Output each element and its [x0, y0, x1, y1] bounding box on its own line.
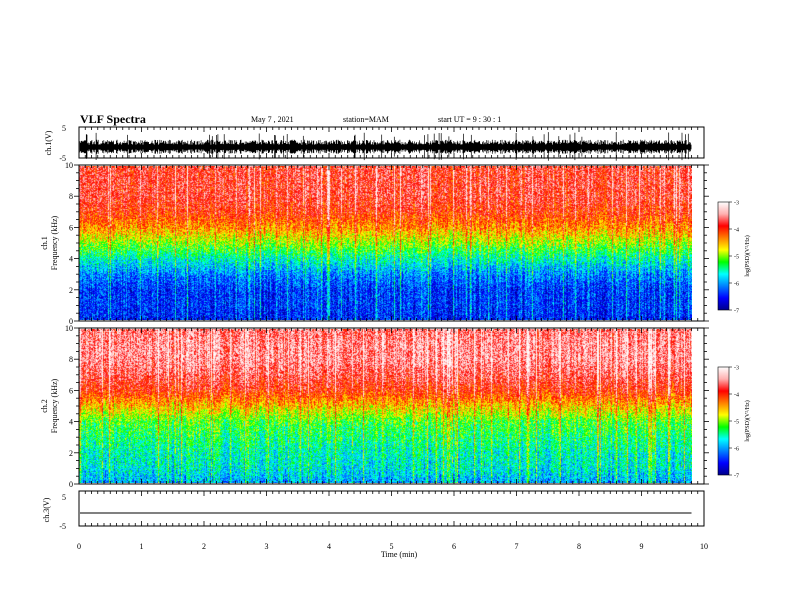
- date-label: May 7 , 2021: [251, 115, 294, 124]
- x-tick-label: 3: [265, 542, 269, 551]
- freq-tick-label: 8: [69, 192, 73, 201]
- freq-tick-label: 4: [69, 418, 73, 427]
- station-label: station=MAM: [343, 115, 389, 124]
- ch1-spectrogram-panel: 10 8 6 4 2 0 ch.1 Frequency (kHz): [40, 161, 709, 326]
- figure-title: VLF Spectra: [80, 112, 146, 126]
- colorbar-tick-label: -4: [734, 393, 739, 399]
- ch1-wave-ylabel: ch.1(V): [44, 130, 53, 155]
- ch2-freq-tick-labels: 10 8 6 4 2 0: [65, 324, 73, 489]
- freq-tick-label: 4: [69, 255, 73, 264]
- x-tick-label: 6: [452, 542, 456, 551]
- colorbar-tick-label: -5: [734, 255, 739, 261]
- x-tick-label: 4: [327, 542, 331, 551]
- ch1-spectrogram-image: [79, 166, 692, 320]
- ch2-spectrogram-ticks: [74, 327, 709, 485]
- colorbar-label: log(PSD)(V²/Hz): [744, 235, 751, 276]
- colorbar-tick-label: -7: [734, 474, 739, 480]
- ch1-ytick-bottom: -5: [59, 154, 66, 163]
- ch1-ytick-top: 5: [62, 124, 66, 133]
- ch2-spec-ylabel-line1: ch.2: [40, 399, 49, 413]
- freq-tick-label: 8: [69, 355, 73, 364]
- ch1-waveform-trace: [79, 132, 692, 161]
- ch1-waveform-noise: [79, 132, 692, 161]
- ch1-waveform-ticks: [78, 127, 705, 158]
- x-tick-label: 8: [577, 542, 581, 551]
- ch2-spec-ylabel-line2: Frequency (kHz): [50, 378, 59, 433]
- freq-tick-label: 10: [65, 161, 73, 170]
- ch3-waveform-panel: 5 -5 ch.3(V): [42, 490, 705, 531]
- ch1-freq-tick-labels: 10 8 6 4 2 0: [65, 161, 73, 326]
- x-tick-label: 9: [640, 542, 644, 551]
- x-tick-label: 0: [77, 542, 81, 551]
- x-tick-label: 1: [140, 542, 144, 551]
- spectrogram-bitmap: [79, 166, 692, 320]
- ch1-spectrogram-ticks: [74, 164, 709, 322]
- freq-tick-label: 10: [65, 324, 73, 333]
- start-time-label: start UT = 9 : 30 : 1: [438, 115, 501, 124]
- freq-tick-label: 6: [69, 386, 73, 395]
- ch1-spec-ylabel-line1: ch.1: [40, 236, 49, 250]
- ch3-waveform-frame: [78, 490, 705, 527]
- ch2-colorbar: -3 -4 -5 -6 -7 log(PSD)(V²/Hz): [717, 366, 751, 480]
- x-tick-label: 7: [515, 542, 519, 551]
- colorbar-tick-label: -3: [734, 201, 739, 207]
- colorbar-bar: [717, 366, 730, 476]
- colorbar-tick-label: -4: [734, 228, 739, 234]
- ch2-spectrogram-panel: 10 8 6 4 2 0 ch.2 Frequency (kHz): [40, 324, 709, 489]
- ch1-spec-ylabel-line2: Frequency (kHz): [50, 215, 59, 270]
- colorbar-tick-label: -6: [734, 447, 739, 453]
- spectrogram-bitmap: [79, 329, 692, 483]
- x-tick-labels: 0 1 2 3 4 5 6 7 8 9 10: [77, 542, 708, 551]
- x-axis-label: Time (min): [381, 550, 418, 559]
- freq-tick-label: 0: [69, 317, 73, 326]
- freq-tick-label: 2: [69, 286, 73, 295]
- freq-tick-label: 6: [69, 223, 73, 232]
- colorbar-tick-label: -5: [734, 420, 739, 426]
- colorbar-tick-label: -6: [734, 282, 739, 288]
- ch2-spectrogram-image: [79, 329, 692, 483]
- x-tick-label: 10: [700, 542, 708, 551]
- x-tick-label: 2: [202, 542, 206, 551]
- colorbar-tick-label: -3: [734, 366, 739, 372]
- colorbar-tick-label: -7: [734, 309, 739, 315]
- colorbar-label: log(PSD)(V²/Hz): [744, 400, 751, 441]
- freq-tick-label: 2: [69, 449, 73, 458]
- freq-tick-label: 0: [69, 480, 73, 489]
- colorbar-bar: [717, 201, 730, 311]
- x-tick-label: 5: [390, 542, 394, 551]
- ch3-waveform-ticks: [78, 491, 705, 526]
- ch1-waveform-panel: 5 -5 ch.1(V): [44, 124, 705, 163]
- ch1-colorbar: -3 -4 -5 -6 -7 log(PSD)(V²/Hz): [717, 201, 751, 315]
- ch3-ytick-bottom: -5: [59, 522, 66, 531]
- ch3-ytick-top: 5: [62, 493, 66, 502]
- ch3-wave-ylabel: ch.3(V): [42, 497, 51, 522]
